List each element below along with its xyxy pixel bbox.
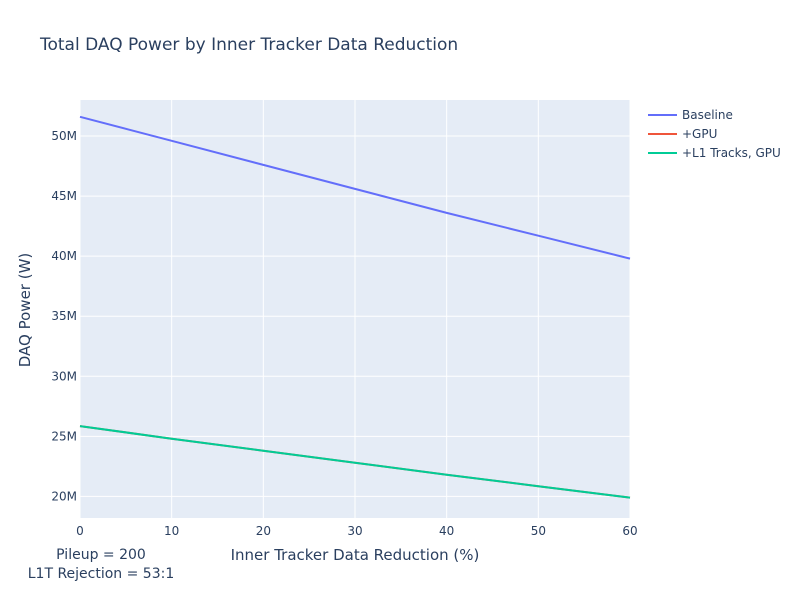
y-tick-label: 25M [51,429,77,443]
y-axis-title: DAQ Power (W) [16,253,34,368]
x-tick-label: 0 [76,524,84,538]
series-line-2 [79,425,631,499]
legend-label: +L1 Tracks, GPU [682,146,781,160]
chart-title: Total DAQ Power by Inner Tracker Data Re… [39,35,458,55]
x-tick-label: 50 [531,524,546,538]
legend[interactable]: Baseline +GPU +L1 Tracks, GPU [648,108,781,160]
x-tick-label: 40 [439,524,454,538]
annotation-pileup: Pileup = 200 [56,547,146,563]
y-tick-label: 35M [51,309,77,323]
x-tick-labels: 0 10 20 30 40 50 60 [76,524,637,538]
y-tick-label: 45M [51,189,77,203]
legend-item-1[interactable]: +GPU [648,127,717,141]
series-line-0 [79,115,631,260]
legend-label: Baseline [682,108,733,122]
x-axis-title: Inner Tracker Data Reduction (%) [231,546,480,564]
x-tick-label: 30 [347,524,362,538]
y-tick-label: 40M [51,249,77,263]
y-tick-labels: 20M 25M 30M 35M 40M 45M 50M [51,129,77,503]
y-tick-label: 30M [51,369,77,383]
x-tick-label: 10 [164,524,179,538]
y-tick-label: 20M [51,489,77,503]
legend-item-0[interactable]: Baseline [648,108,733,122]
annotation-l1t-rejection: L1T Rejection = 53:1 [28,566,175,582]
y-gridlines [80,135,630,497]
x-tick-label: 60 [622,524,637,538]
legend-label: +GPU [682,127,717,141]
x-tick-label: 20 [256,524,271,538]
legend-item-2[interactable]: +L1 Tracks, GPU [648,146,781,160]
x-gridlines [79,100,631,518]
y-tick-label: 50M [51,129,77,143]
series-lines [79,115,631,499]
